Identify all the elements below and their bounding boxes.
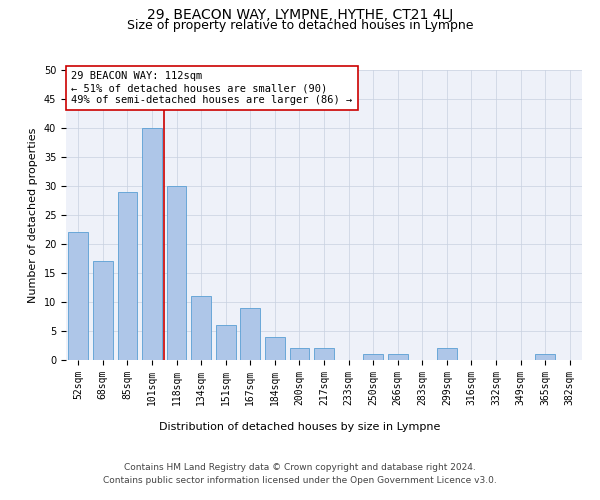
Bar: [535, 354, 555, 360]
Text: 29 BEACON WAY: 112sqm
← 51% of detached houses are smaller (90)
49% of semi-deta: 29 BEACON WAY: 112sqm ← 51% of detached …: [71, 72, 352, 104]
Bar: [167, 186, 187, 360]
Text: Distribution of detached houses by size in Lympne: Distribution of detached houses by size …: [160, 422, 440, 432]
Text: Size of property relative to detached houses in Lympne: Size of property relative to detached ho…: [127, 18, 473, 32]
Text: Contains public sector information licensed under the Open Government Licence v3: Contains public sector information licen…: [103, 476, 497, 485]
Bar: [265, 337, 284, 360]
Bar: [68, 232, 88, 360]
Bar: [364, 354, 383, 360]
Bar: [388, 354, 407, 360]
Bar: [314, 348, 334, 360]
Bar: [241, 308, 260, 360]
Bar: [290, 348, 309, 360]
Bar: [93, 262, 113, 360]
Bar: [191, 296, 211, 360]
Y-axis label: Number of detached properties: Number of detached properties: [28, 128, 38, 302]
Text: 29, BEACON WAY, LYMPNE, HYTHE, CT21 4LJ: 29, BEACON WAY, LYMPNE, HYTHE, CT21 4LJ: [147, 8, 453, 22]
Bar: [437, 348, 457, 360]
Bar: [118, 192, 137, 360]
Text: Contains HM Land Registry data © Crown copyright and database right 2024.: Contains HM Land Registry data © Crown c…: [124, 462, 476, 471]
Bar: [216, 325, 236, 360]
Bar: [142, 128, 162, 360]
